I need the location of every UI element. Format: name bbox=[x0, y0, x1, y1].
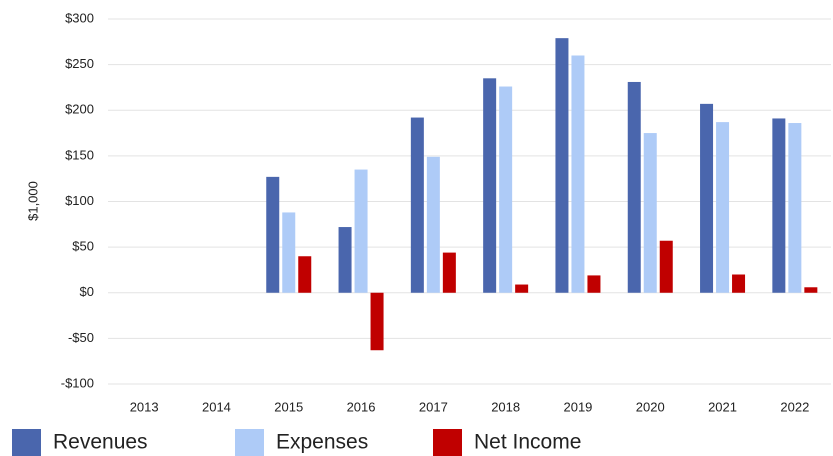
x-tick-label: 2020 bbox=[636, 399, 665, 414]
x-tick-label: 2022 bbox=[780, 399, 809, 414]
bar bbox=[426, 156, 440, 293]
bar bbox=[788, 123, 802, 293]
bar bbox=[587, 275, 601, 293]
legend-label: Revenues bbox=[53, 431, 148, 454]
bar bbox=[266, 176, 280, 293]
x-tick-label: 2017 bbox=[419, 399, 448, 414]
bar bbox=[571, 55, 585, 293]
bar bbox=[515, 284, 529, 293]
y-tick-label: -$50 bbox=[68, 330, 94, 345]
bar bbox=[772, 118, 786, 293]
y-tick-label: $300 bbox=[65, 10, 94, 25]
bar bbox=[354, 169, 368, 293]
x-tick-label: 2015 bbox=[274, 399, 303, 414]
bar bbox=[716, 122, 730, 293]
bar bbox=[659, 240, 673, 293]
y-tick-label: $250 bbox=[65, 56, 94, 71]
bar bbox=[732, 274, 746, 293]
bar bbox=[499, 86, 513, 293]
x-tick-label: 2016 bbox=[347, 399, 376, 414]
y-tick-label: $100 bbox=[65, 193, 94, 208]
y-axis-label: $1,000 bbox=[25, 181, 40, 221]
x-tick-label: 2019 bbox=[563, 399, 592, 414]
bar bbox=[442, 252, 456, 293]
legend-swatch bbox=[12, 429, 41, 456]
y-tick-label: $0 bbox=[80, 284, 94, 299]
x-tick-label: 2021 bbox=[708, 399, 737, 414]
bar bbox=[804, 287, 818, 293]
bar bbox=[298, 256, 312, 293]
bar bbox=[555, 38, 569, 293]
bar bbox=[370, 292, 384, 351]
bar bbox=[483, 78, 497, 293]
legend-swatch bbox=[235, 429, 264, 456]
x-tick-label: 2014 bbox=[202, 399, 231, 414]
y-tick-label: $200 bbox=[65, 102, 94, 117]
legend-label: Expenses bbox=[276, 431, 368, 454]
bar bbox=[700, 103, 714, 293]
y-tick-label: -$100 bbox=[61, 375, 94, 390]
legend-swatch bbox=[433, 429, 462, 456]
bar bbox=[643, 133, 657, 293]
x-tick-label: 2018 bbox=[491, 399, 520, 414]
legend-label: Net Income bbox=[474, 431, 581, 454]
bar bbox=[410, 117, 424, 293]
x-tick-label: 2013 bbox=[130, 399, 159, 414]
bar bbox=[338, 227, 352, 293]
bar bbox=[282, 212, 296, 293]
bar bbox=[627, 81, 641, 293]
y-tick-label: $150 bbox=[65, 147, 94, 162]
y-tick-label: $50 bbox=[72, 239, 94, 254]
